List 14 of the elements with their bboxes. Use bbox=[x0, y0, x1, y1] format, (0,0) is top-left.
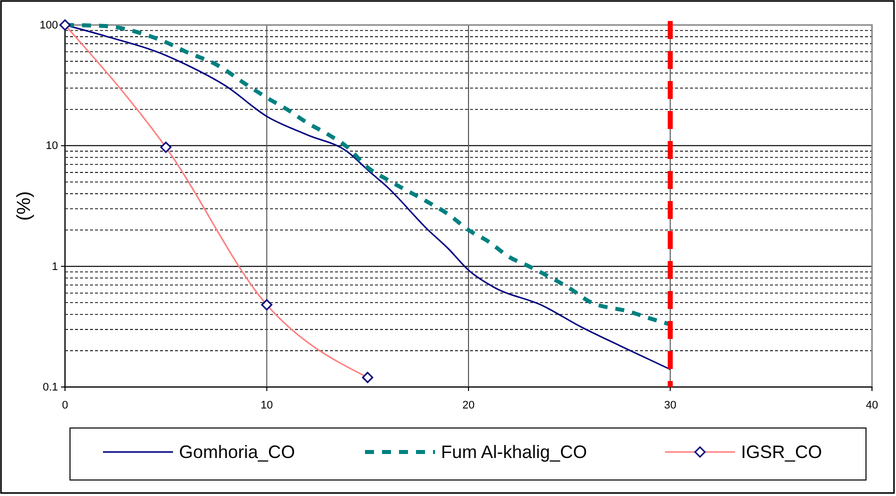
y-tick-label: 0.1 bbox=[42, 382, 58, 394]
y-tick-label: 100 bbox=[40, 20, 58, 32]
legend-label: Fum Al-khalig_CO bbox=[441, 442, 588, 462]
x-tick-label: 0 bbox=[62, 399, 68, 412]
y-axis-title: (%) bbox=[14, 191, 35, 221]
y-tick-label: 10 bbox=[46, 140, 58, 152]
legend-label: IGSR_CO bbox=[741, 442, 822, 462]
x-tick-label: 10 bbox=[260, 399, 273, 412]
point bbox=[59, 19, 71, 31]
x-tick-label: 20 bbox=[462, 399, 475, 412]
y-tick-label: 1 bbox=[52, 260, 58, 273]
legend-label: Gomhoria_CO bbox=[179, 442, 296, 462]
x-tick-label: 30 bbox=[664, 399, 676, 412]
x-tick-label: 40 bbox=[866, 399, 878, 412]
